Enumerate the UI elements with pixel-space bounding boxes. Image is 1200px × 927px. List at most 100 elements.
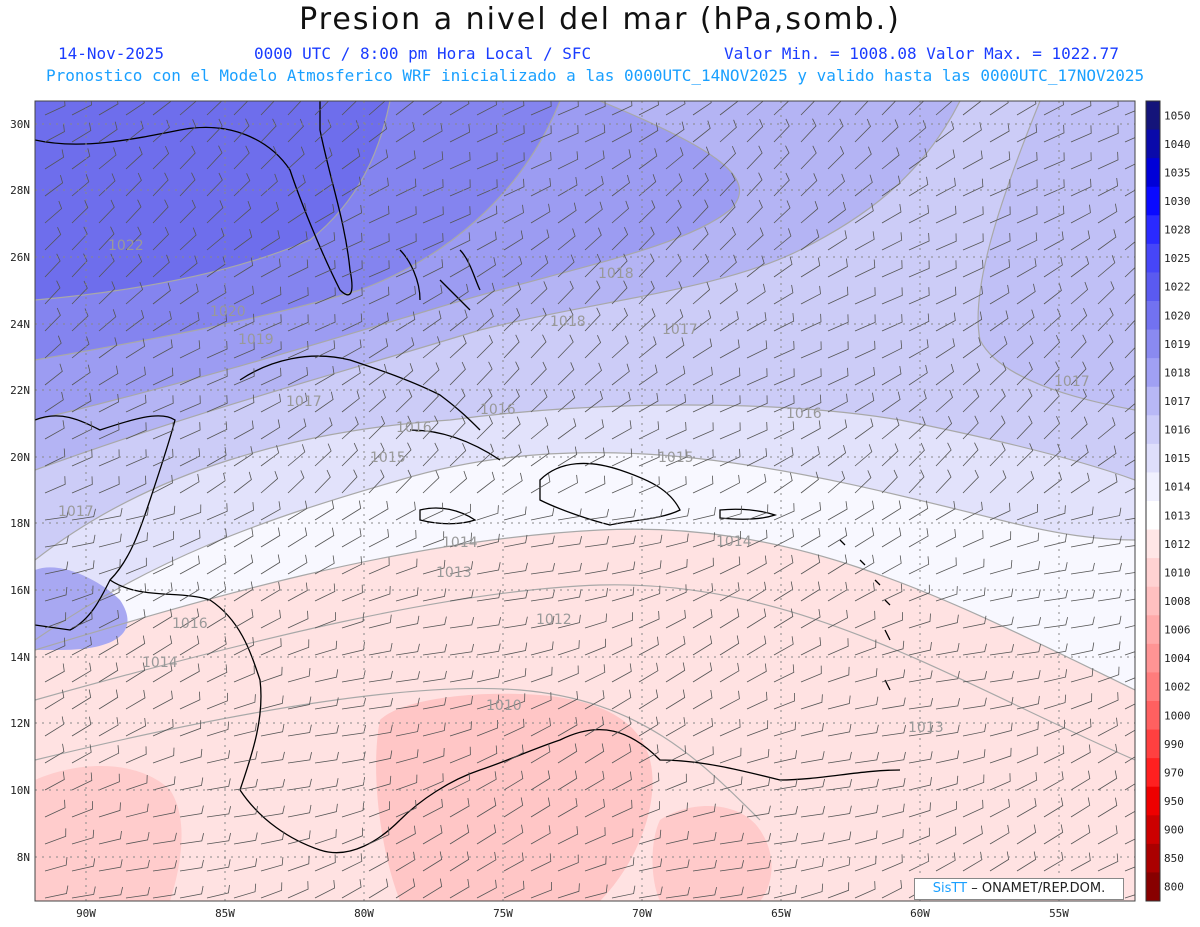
wind-barb (1043, 745, 1065, 764)
wind-barb (341, 613, 364, 629)
wind-barb (503, 416, 521, 440)
wind-barb (935, 643, 960, 656)
wind-barb (1016, 101, 1037, 116)
wind-barb (962, 101, 981, 116)
wind-barb (71, 226, 88, 251)
wind-barb (611, 509, 636, 521)
wind-barb (962, 311, 983, 332)
graticule (35, 101, 1135, 901)
wind-barb (503, 334, 520, 359)
wind-barb (692, 475, 714, 494)
wind-barb (530, 417, 549, 440)
wind-barb (692, 662, 713, 683)
wind-barb (584, 664, 606, 683)
wind-barb (395, 178, 417, 197)
colorbar-label: 1008 (1164, 595, 1191, 608)
wind-barb (746, 504, 769, 521)
wind-barb (179, 395, 201, 413)
wind-barb (449, 798, 470, 818)
lat-label: 24N (10, 318, 30, 331)
wind-barb (881, 854, 903, 872)
wind-barb (1070, 642, 1095, 656)
date-label: 14-Nov-2025 (58, 44, 164, 63)
wind-barb (1097, 445, 1117, 467)
wind-barb (935, 389, 953, 413)
wind-barb (287, 554, 308, 575)
wind-barb (152, 339, 173, 359)
wind-barb (260, 201, 279, 224)
wind-barb (584, 855, 607, 872)
wind-barb (827, 118, 844, 143)
wind-barb (584, 253, 601, 278)
wind-barb (692, 226, 709, 251)
wind-barb (611, 885, 636, 899)
wind-barb (908, 725, 933, 737)
wind-barb (800, 637, 822, 656)
wind-barb (881, 340, 903, 359)
wind-barb (989, 310, 1009, 332)
wind-barb (1097, 177, 1119, 197)
wind-barb (881, 527, 902, 548)
wind-barb (719, 886, 744, 899)
wind-barb (503, 668, 527, 683)
wind-barb (719, 582, 740, 602)
colorbar-swatch (1146, 129, 1160, 159)
wind-barb (611, 857, 635, 872)
wind-barb (233, 554, 254, 575)
wind-barb (476, 101, 497, 116)
wind-barb (665, 635, 686, 656)
map-title: Presion a nivel del mar (hPa,somb.) (299, 2, 901, 37)
wind-barb (557, 307, 574, 332)
colorbar-swatch (1146, 158, 1160, 188)
wind-barb (881, 751, 906, 764)
wind-barb (152, 448, 174, 467)
wind-barb (773, 200, 791, 224)
wind-barb (152, 474, 173, 494)
wind-barb (1043, 231, 1064, 251)
wind-barb (1070, 152, 1092, 170)
wind-barb (314, 778, 339, 791)
wind-barb (692, 689, 713, 710)
wind-barb (800, 665, 822, 683)
wind-barb (692, 583, 714, 602)
wind-barb (881, 119, 899, 143)
wind-barb (98, 662, 119, 683)
wind-barb (1124, 189, 1135, 197)
wind-barb (260, 638, 282, 656)
wind-barb (584, 827, 606, 845)
wind-barb (611, 149, 632, 170)
wind-barb (989, 388, 1006, 413)
wind-barb (989, 259, 1011, 278)
wind-barb (206, 832, 231, 845)
wind-barb (287, 668, 311, 683)
wind-barb (314, 340, 336, 359)
wind-barb (422, 259, 444, 278)
wind-barb (287, 804, 312, 818)
wind-barb (71, 364, 91, 386)
wind-barb (1097, 589, 1122, 602)
wind-barb (179, 422, 201, 440)
forecast-info-label: Pronostico con el Modelo Atmosferico WRF… (46, 66, 1145, 85)
wind-barb (530, 229, 550, 251)
wind-barb (827, 501, 848, 521)
wind-barb (1016, 206, 1038, 224)
wind-barb (962, 233, 984, 251)
wind-barb (503, 852, 524, 872)
wind-barb (476, 589, 501, 602)
wind-barb (314, 854, 336, 872)
wind-barb (1043, 179, 1065, 197)
wind-barb (530, 125, 552, 143)
wind-barb (206, 421, 228, 440)
wind-barb (152, 804, 177, 818)
wind-barb (584, 613, 607, 629)
wind-barb (800, 502, 822, 521)
wind-barb (71, 560, 95, 575)
wind-barb (1124, 838, 1135, 845)
wind-barb (638, 476, 660, 494)
wind-barb (935, 312, 956, 332)
wind-barb (719, 690, 740, 710)
wind-barb (260, 695, 284, 710)
wind-barb (44, 535, 69, 548)
wind-barb (908, 416, 926, 440)
wind-barb (98, 635, 119, 656)
